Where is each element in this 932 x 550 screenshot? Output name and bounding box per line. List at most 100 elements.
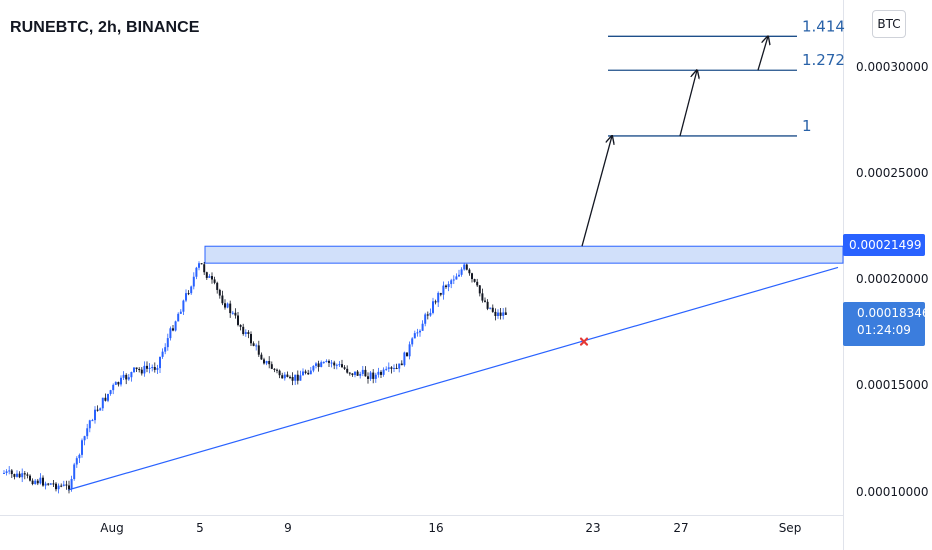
candle-body [468,269,471,274]
candle-body [278,370,281,376]
candle-body [52,483,55,485]
candle-body [3,472,5,474]
candle-body [198,263,200,268]
candle-body [260,354,263,360]
x-tick-label: 9 [284,521,292,535]
candle-body [23,473,26,475]
resistance-zone[interactable] [204,245,844,264]
candle-body [81,440,83,455]
candle-body [8,470,11,472]
candle-body [377,371,380,375]
candle-body [400,363,403,366]
candle-body [385,368,388,370]
candle-body [57,485,60,490]
candle-body [174,321,177,331]
candle-body [146,365,148,369]
candle-body [354,371,356,375]
candle-body [421,323,424,331]
candle-body [107,393,109,401]
candle-body [36,480,39,484]
candle-body [419,330,421,333]
candle-body [161,351,164,357]
candle-body [140,369,143,374]
candle-body [78,454,81,459]
candle-body [408,344,411,357]
candle-body [117,382,120,385]
projection-arrow [581,136,612,247]
projection-arrow [757,36,768,71]
candle-body [39,477,42,484]
candle-body [242,326,245,334]
candle-body [320,362,323,367]
candle-body [406,352,408,357]
candle-body [504,312,507,315]
candle-body [432,301,434,313]
candle-body [372,372,375,379]
invalidation-x-mark [579,337,589,346]
candle-body [380,371,382,375]
candle-body [104,397,107,401]
bar-countdown: 01:24:09 [857,323,911,337]
projection-arrows[interactable] [581,36,768,247]
candle-body [359,373,362,376]
candle-body [42,477,44,486]
candle-body [484,300,486,302]
candle-body [120,377,122,385]
candle-body [29,475,31,481]
candle-body [486,301,489,309]
candle-body [481,293,484,301]
candle-body [185,293,187,301]
candle-body [502,312,505,316]
candle-body [489,307,492,309]
candle-body [187,293,190,295]
candle-body [135,367,138,370]
ascending-trendline[interactable] [67,266,839,491]
fib-extension-levels[interactable]: 1 1.272 1.414 [608,17,845,137]
candle-body [83,436,86,441]
candle-body [13,474,16,477]
candle-body [200,263,203,265]
candle-body [361,369,364,374]
candle-body [91,420,94,422]
trendline-line [67,266,839,491]
y-tick-label: 0.00025000 [856,166,929,180]
candle-body [75,458,78,465]
candle-body [494,311,497,317]
candle-body [73,464,76,480]
candle-body [411,338,414,345]
candle-body [218,289,221,296]
fib-level-label: 1.272 [802,51,845,69]
candle-body [478,285,481,294]
candle-body [395,367,398,369]
candle-body [413,333,416,339]
x-tick-label: 23 [585,521,600,535]
candle-body [424,314,427,324]
candle-body [192,276,195,287]
candle-body [333,362,336,366]
currency-badge[interactable]: BTC [872,10,906,38]
invalidation-marker[interactable] [579,337,589,346]
candle-body [224,303,226,308]
candle-body [101,397,104,409]
candle-body [229,303,232,314]
candle-body [291,377,294,381]
candle-body [195,267,198,277]
candle-body [109,390,112,394]
fib-level-label: 1.414 [802,17,845,35]
candle-body [445,285,447,288]
resistance-price-tag: 0.00021499 [843,234,925,256]
candle-body [234,312,237,316]
candle-body [491,307,494,312]
candle-body [55,483,57,490]
candle-body [125,374,128,380]
candle-body [21,473,24,478]
candle-body [172,328,174,331]
candle-body [112,384,115,391]
candle-body [127,377,130,380]
candle-body [205,272,208,278]
candle-body [47,483,50,485]
candle-body [497,312,499,317]
candle-body [393,367,395,369]
candle-body [351,373,354,375]
